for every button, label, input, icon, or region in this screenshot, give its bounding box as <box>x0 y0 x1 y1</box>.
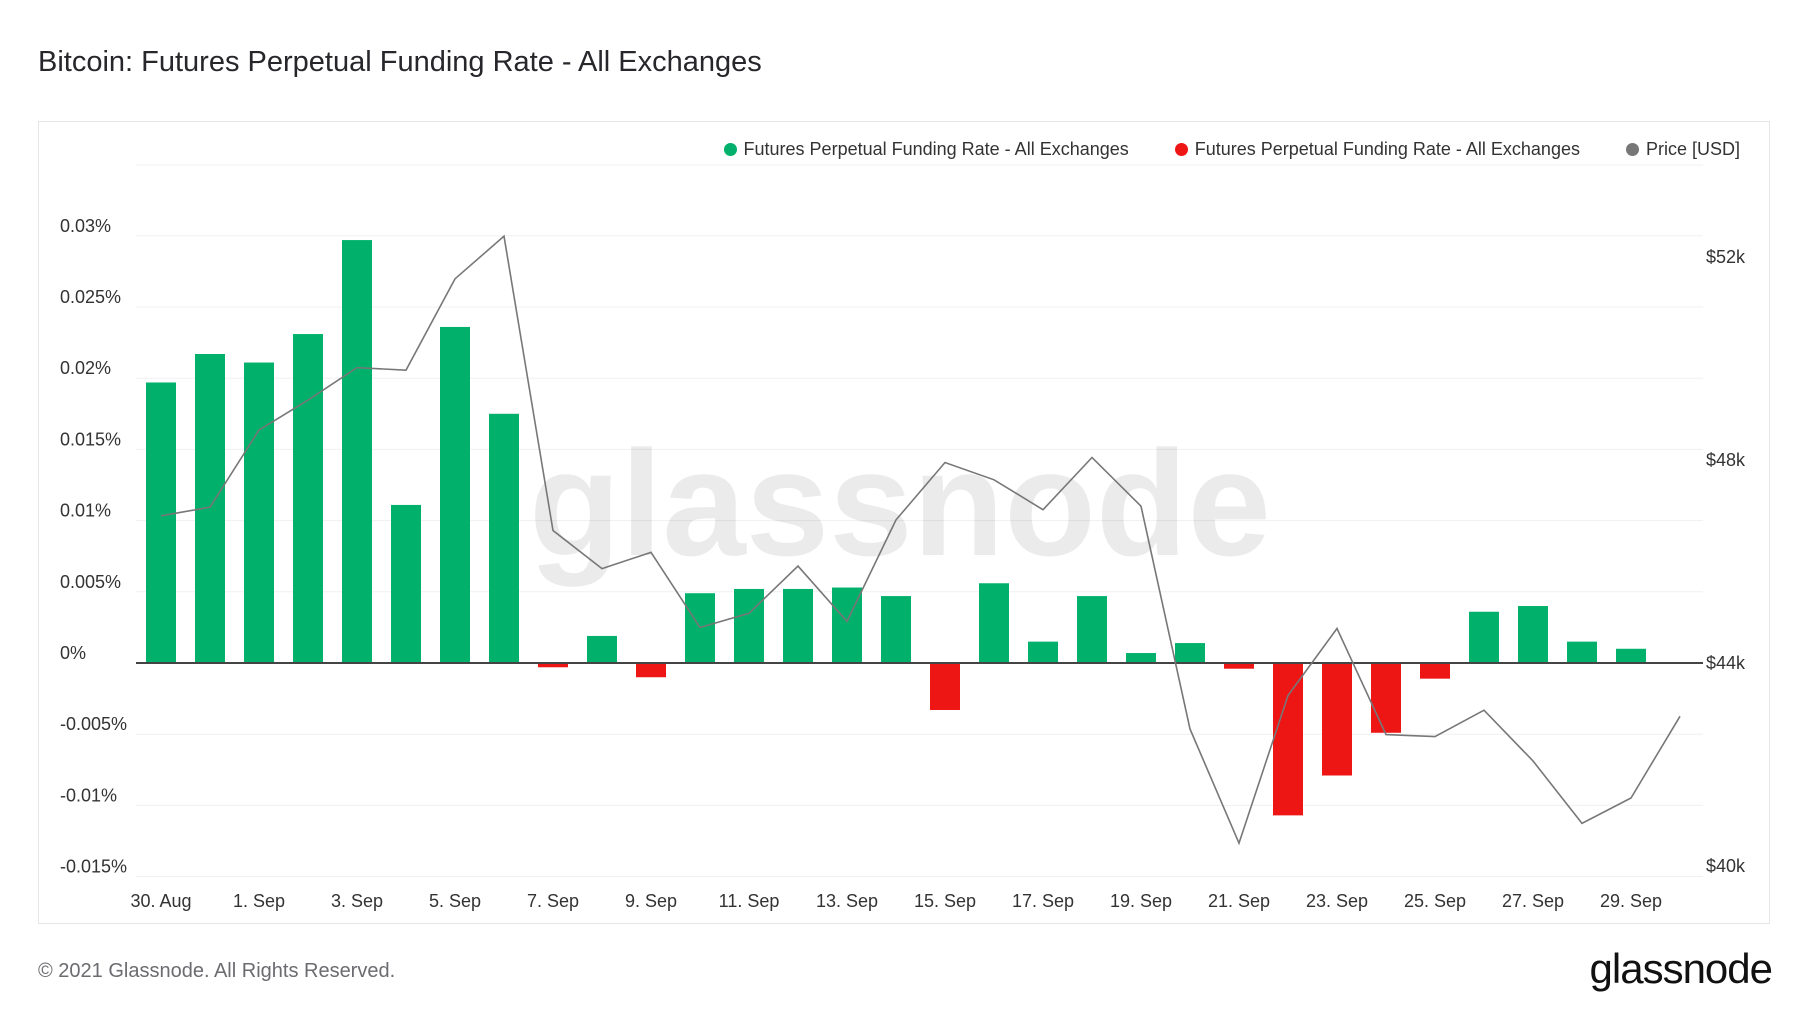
y-right-tick-label: $44k <box>1706 653 1746 673</box>
funding-bar <box>636 663 666 678</box>
funding-bar <box>440 326 470 663</box>
legend-label: Price [USD] <box>1645 139 1740 159</box>
y-right-tick-label: $52k <box>1706 247 1746 267</box>
legend-dot <box>723 143 737 156</box>
funding-bar <box>881 596 911 663</box>
x-tick-label: 27. Sep <box>1502 891 1564 911</box>
y-left-tick-label: 0.03% <box>60 216 111 236</box>
x-tick-label: 1. Sep <box>233 891 285 911</box>
funding-bar <box>930 663 960 710</box>
y-left-tick-label: 0.015% <box>60 429 121 449</box>
copyright: © 2021 Glassnode. All Rights Reserved. <box>38 960 396 982</box>
funding-bar <box>391 504 421 663</box>
y-left-tick-label: -0.015% <box>60 857 127 877</box>
x-tick-label: 23. Sep <box>1306 891 1368 911</box>
legend-label: Futures Perpetual Funding Rate - All Exc… <box>743 139 1129 159</box>
legend-dot <box>1625 143 1639 156</box>
x-tick-label: 17. Sep <box>1012 891 1074 911</box>
x-tick-label: 29. Sep <box>1600 891 1662 911</box>
y-left-tick-label: 0% <box>60 643 86 663</box>
x-tick-label: 30. Aug <box>130 891 191 911</box>
chart-title: Bitcoin: Futures Perpetual Funding Rate … <box>38 46 762 78</box>
legend-item-funding-negative[interactable]: Futures Perpetual Funding Rate - All Exc… <box>1174 139 1580 160</box>
y-left-tick-label: -0.005% <box>60 714 127 734</box>
legend-item-funding-positive[interactable]: Futures Perpetual Funding Rate - All Exc… <box>723 139 1129 160</box>
funding-bar <box>734 588 764 663</box>
legend-label: Futures Perpetual Funding Rate - All Exc… <box>1194 139 1580 159</box>
funding-bar <box>979 583 1009 663</box>
x-tick-label: 5. Sep <box>429 891 481 911</box>
y-left-tick-label: -0.01% <box>60 785 117 805</box>
price-line <box>160 234 1681 846</box>
funding-bar <box>489 413 519 663</box>
funding-bar <box>1518 606 1548 663</box>
funding-bar <box>342 240 372 663</box>
funding-bar <box>244 362 274 663</box>
y-left-tick-label: 0.01% <box>60 501 111 521</box>
legend-dot <box>1174 143 1188 156</box>
funding-bar <box>1420 663 1450 679</box>
funding-bar <box>587 635 617 663</box>
funding-bar <box>538 663 568 668</box>
y-left-tick-label: 0.025% <box>60 287 121 307</box>
x-tick-label: 13. Sep <box>816 891 878 911</box>
funding-bar <box>1077 596 1107 663</box>
y-right-tick-label: $48k <box>1706 450 1746 470</box>
funding-bar <box>1273 663 1303 816</box>
funding-bar <box>1224 663 1254 669</box>
x-tick-label: 15. Sep <box>914 891 976 911</box>
x-tick-label: 25. Sep <box>1404 891 1466 911</box>
watermark: glassnode <box>529 419 1271 587</box>
funding-bar <box>146 382 176 663</box>
funding-bar <box>1469 611 1499 663</box>
funding-bar <box>1616 648 1646 663</box>
funding-bar <box>293 334 323 663</box>
funding-bar <box>1322 663 1352 776</box>
x-tick-label: 19. Sep <box>1110 891 1172 911</box>
funding-bar <box>1028 641 1058 663</box>
x-tick-label: 11. Sep <box>719 891 780 911</box>
x-tick-label: 9. Sep <box>625 891 677 911</box>
funding-bar <box>1371 663 1401 733</box>
x-tick-label: 7. Sep <box>527 891 579 911</box>
x-tick-label: 3. Sep <box>331 891 383 911</box>
legend-item-price[interactable]: Price [USD] <box>1625 139 1740 160</box>
funding-bar <box>1126 653 1156 663</box>
funding-bar <box>783 588 813 663</box>
y-right-tick-label: $40k <box>1706 856 1746 876</box>
funding-bar <box>1175 643 1205 663</box>
y-left-tick-label: 0.005% <box>60 572 121 592</box>
x-tick-label: 21. Sep <box>1208 891 1270 911</box>
funding-bar <box>1567 641 1597 663</box>
legend: Futures Perpetual Funding Rate - All Exc… <box>723 139 1740 160</box>
y-left-tick-label: 0.02% <box>60 358 111 378</box>
glassnode-logo[interactable]: glassnode <box>1589 945 1773 992</box>
chart-frame <box>38 121 1770 924</box>
